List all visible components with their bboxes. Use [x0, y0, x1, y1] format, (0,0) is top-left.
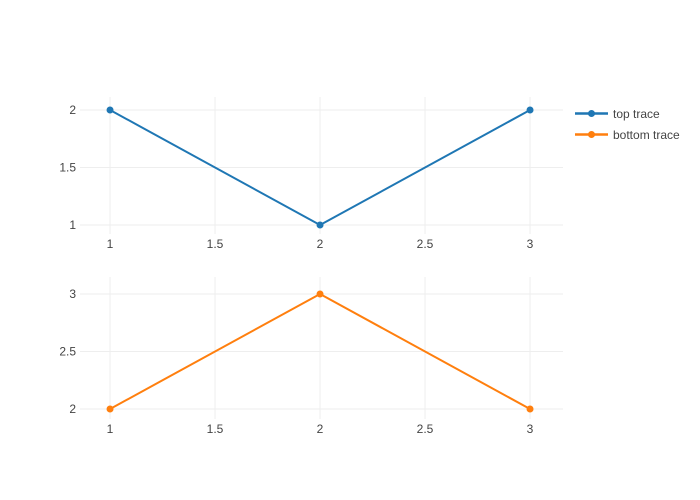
- bottom-subplot: 1 1.5 2 2.5 3 2 2.5 3: [59, 277, 563, 436]
- y-tick-label: 1: [69, 218, 76, 232]
- x-tick-label: 1: [107, 237, 114, 251]
- y-tick-label: 2: [69, 402, 76, 416]
- trace-marker: [526, 106, 534, 114]
- legend-item-bottom-trace[interactable]: bottom trace: [575, 124, 680, 145]
- legend-label-top-trace: top trace: [613, 106, 660, 121]
- x-tick-label: 2.5: [417, 422, 434, 436]
- x-tick-label: 2.5: [417, 237, 434, 251]
- y-tick-label: 2: [69, 103, 76, 117]
- trace-marker: [526, 405, 534, 413]
- legend-line-sample-icon: [575, 110, 608, 117]
- x-tick-label: 3: [527, 237, 534, 251]
- legend-sample-marker: [588, 110, 595, 117]
- trace-marker: [106, 106, 114, 114]
- top-subplot: 1 1.5 2 2.5 3 1 1.5 2: [59, 97, 563, 251]
- legend-label-bottom-trace: bottom trace: [613, 127, 680, 142]
- y-tick-label: 2.5: [59, 345, 76, 359]
- x-tick-label: 1.5: [207, 422, 224, 436]
- trace-marker: [106, 405, 114, 413]
- trace-marker: [316, 290, 324, 298]
- x-tick-label: 1: [107, 422, 114, 436]
- legend-sample-marker: [588, 131, 595, 138]
- x-tick-label: 2: [317, 422, 324, 436]
- x-tick-label: 2: [317, 237, 324, 251]
- x-tick-label: 3: [527, 422, 534, 436]
- y-tick-label: 3: [69, 287, 76, 301]
- x-tick-label: 1.5: [207, 237, 224, 251]
- legend: top trace bottom trace: [575, 103, 680, 145]
- legend-item-top-trace[interactable]: top trace: [575, 103, 680, 124]
- y-tick-label: 1.5: [59, 161, 76, 175]
- legend-line-sample-icon: [575, 131, 608, 138]
- trace-marker: [316, 221, 324, 229]
